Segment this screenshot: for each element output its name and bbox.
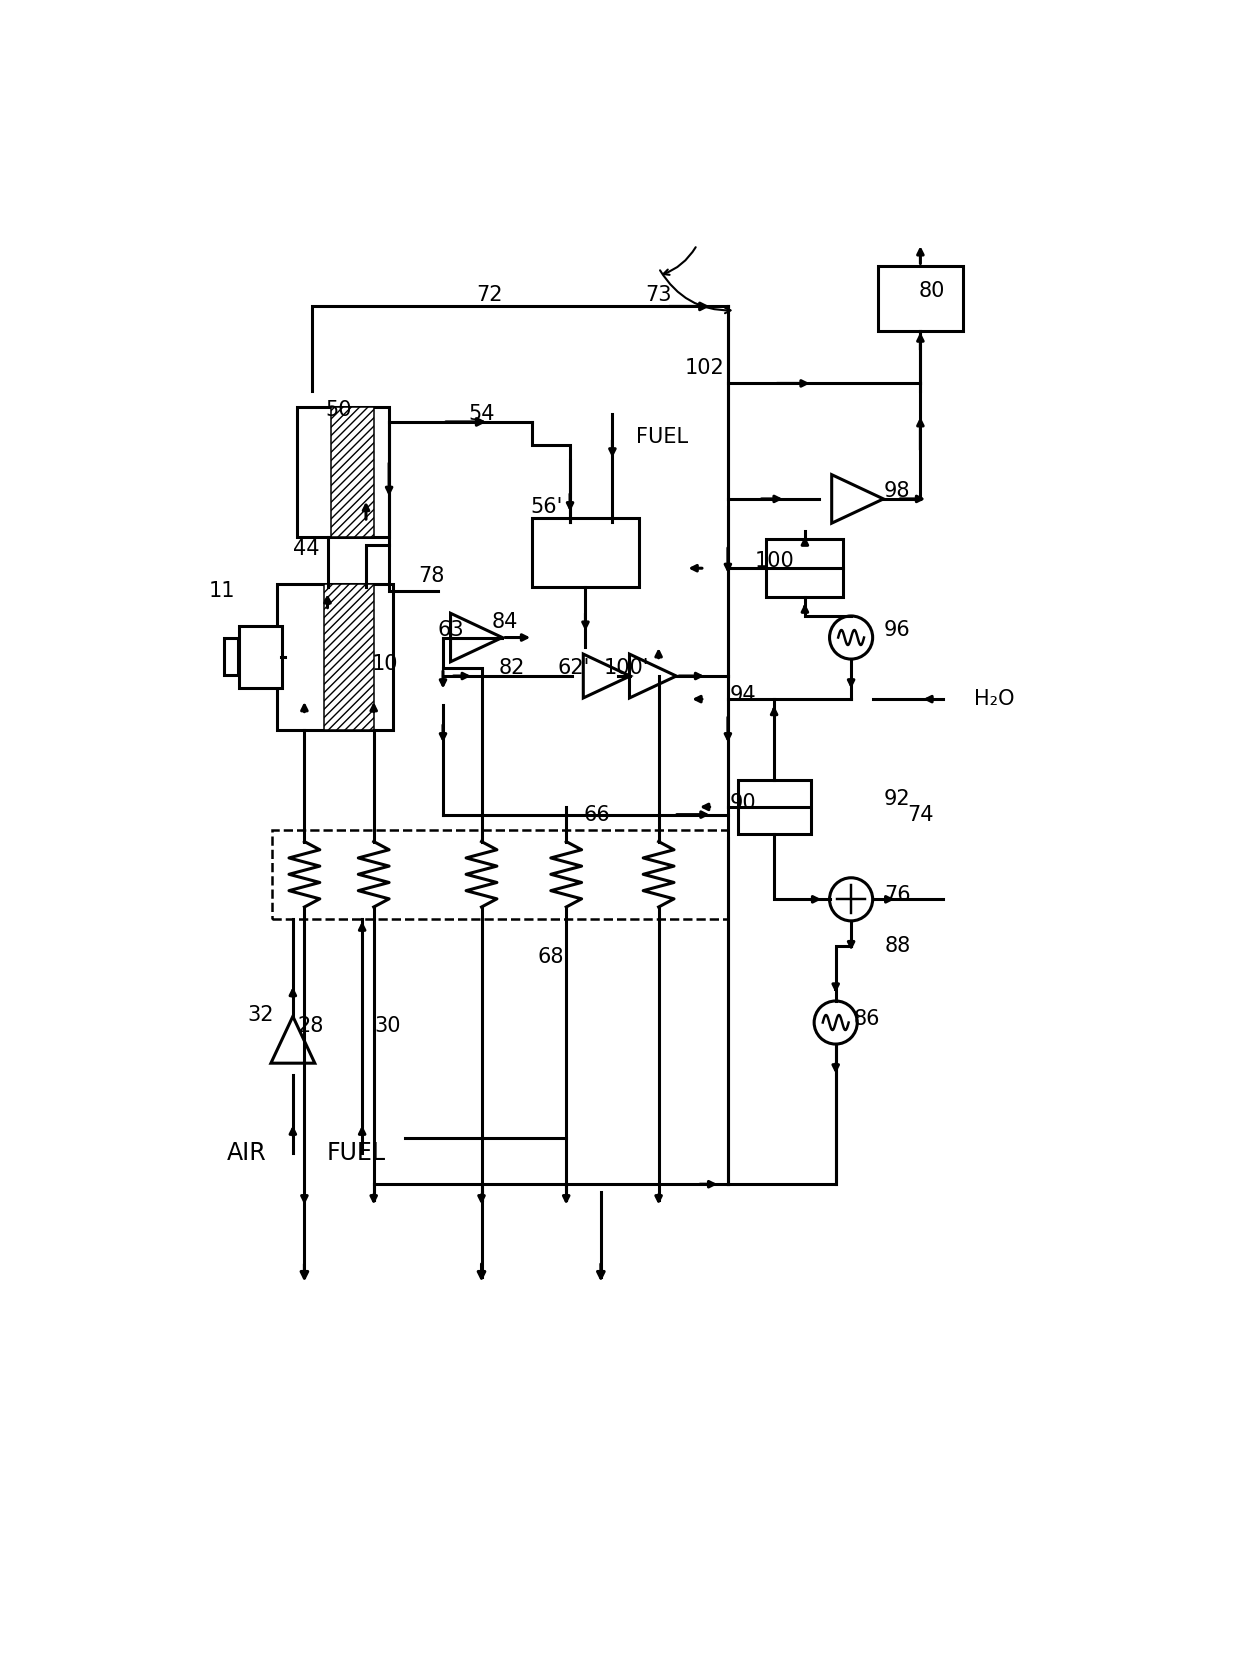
Bar: [331, 407, 373, 537]
Text: 74: 74: [908, 804, 934, 824]
Text: 54: 54: [469, 404, 495, 424]
Text: 100: 100: [754, 550, 794, 570]
Text: 50: 50: [326, 400, 352, 420]
Text: 86: 86: [853, 1009, 879, 1029]
Text: 62': 62': [558, 659, 590, 679]
Text: AIR: AIR: [227, 1141, 267, 1166]
Text: 68: 68: [538, 947, 564, 967]
Text: 66: 66: [584, 804, 610, 824]
Text: 90: 90: [730, 792, 756, 812]
Text: H₂O: H₂O: [975, 689, 1014, 709]
Bar: [324, 584, 373, 731]
Bar: [278, 584, 393, 731]
Text: FUEL: FUEL: [635, 427, 688, 447]
Text: 100': 100': [604, 659, 649, 679]
Text: 78: 78: [418, 565, 445, 585]
Text: 96: 96: [884, 620, 910, 641]
Text: 72: 72: [476, 285, 502, 305]
Text: 80: 80: [919, 280, 945, 300]
Text: 10: 10: [372, 654, 398, 674]
Text: 28: 28: [298, 1016, 324, 1036]
Text: 44: 44: [293, 539, 319, 559]
Text: 32: 32: [247, 1004, 274, 1024]
Text: 56': 56': [531, 497, 563, 517]
Text: 84: 84: [491, 612, 518, 632]
Text: 63: 63: [438, 620, 464, 641]
Bar: [532, 519, 640, 587]
Bar: [224, 639, 238, 676]
Text: 76: 76: [884, 886, 910, 906]
Text: 98: 98: [884, 482, 910, 500]
Text: 88: 88: [884, 936, 910, 956]
Text: FUEL: FUEL: [326, 1141, 386, 1166]
Text: 30: 30: [374, 1016, 401, 1036]
Text: 11: 11: [208, 582, 236, 602]
Text: 102: 102: [684, 359, 724, 379]
Bar: [239, 626, 281, 687]
Text: 82: 82: [500, 659, 526, 679]
Bar: [296, 407, 389, 537]
Bar: [878, 265, 962, 332]
Bar: [766, 539, 843, 597]
Text: 73: 73: [645, 285, 672, 305]
Text: 94: 94: [730, 686, 756, 706]
Bar: [738, 781, 811, 834]
Text: 92: 92: [884, 789, 910, 809]
Bar: [272, 831, 728, 919]
